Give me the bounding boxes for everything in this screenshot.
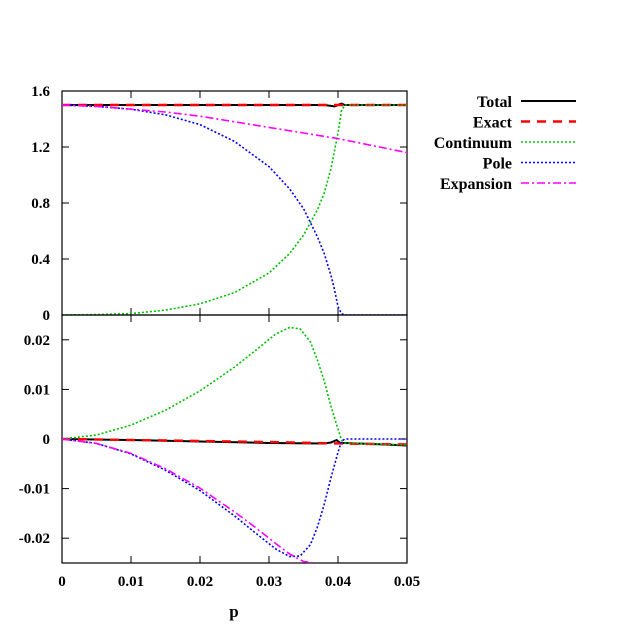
bottom-y-tick-label: 0 (43, 432, 51, 448)
x-tick-label: 0.05 (394, 574, 420, 590)
top-series-expansion (62, 104, 407, 154)
legend-label: Continuum (434, 135, 513, 152)
top-y-tick-label: 0 (43, 308, 51, 324)
bottom-y-tick-label: -0.01 (19, 482, 50, 498)
legend-label: Exact (473, 115, 513, 132)
x-tick-label: 0.03 (256, 574, 282, 590)
top-y-tick-label: 1.2 (31, 140, 50, 156)
legend-item-continuum: Continuum (434, 135, 576, 152)
legend-label: Pole (483, 156, 512, 173)
bottom-series-pole (62, 438, 407, 558)
legend-item-expansion: Expansion (440, 176, 576, 193)
x-axis: 0 0.01 0.02 0.03 0.04 0.05 (58, 574, 420, 590)
legend-item-exact: Exact (473, 115, 576, 132)
x-tick-label: 0.01 (118, 574, 144, 590)
bottom-panel: -0.02 -0.01 0 0.01 0.02 (19, 314, 408, 564)
legend-label: Expansion (440, 176, 512, 193)
x-tick-label: 0.04 (325, 574, 352, 590)
x-tick-label: 0 (58, 574, 66, 590)
top-series-pole (62, 104, 407, 315)
top-panel: 0 0.4 0.8 1.2 1.6 (31, 84, 408, 324)
x-tick-label: 0.02 (187, 574, 213, 590)
legend-item-pole: Pole (483, 156, 576, 173)
bottom-y-tick-label: -0.02 (19, 531, 50, 547)
bottom-series-expansion (62, 438, 316, 563)
top-y-tick-label: 0.8 (31, 196, 50, 212)
legend-label: Total (477, 94, 513, 111)
legend: Total Exact Continuum Pole Expansion (434, 94, 576, 193)
top-panel-frame (61, 90, 408, 316)
x-axis-title: p (229, 602, 238, 621)
top-series-continuum (62, 104, 407, 315)
legend-item-total: Total (477, 94, 576, 111)
bottom-y-tick-label: 0.01 (24, 382, 50, 398)
top-y-tick-label: 0.4 (31, 252, 50, 268)
bottom-series-continuum (62, 326, 407, 446)
top-y-tick-label: 1.6 (31, 84, 50, 100)
bottom-y-tick-label: 0.02 (24, 333, 50, 349)
